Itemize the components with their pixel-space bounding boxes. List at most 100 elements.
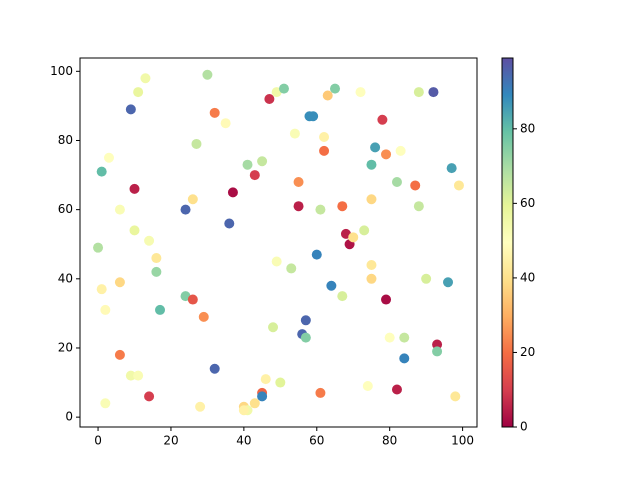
point xyxy=(198,311,209,322)
point xyxy=(337,291,348,302)
point xyxy=(421,273,432,284)
point xyxy=(155,304,166,315)
colorbar xyxy=(501,57,514,428)
point xyxy=(144,391,155,402)
point xyxy=(366,259,377,270)
point xyxy=(293,176,304,187)
point xyxy=(359,225,370,236)
point xyxy=(399,353,410,364)
point xyxy=(377,114,388,125)
point xyxy=(187,294,198,305)
point xyxy=(257,391,268,402)
point xyxy=(395,145,406,156)
point xyxy=(443,277,454,288)
y-tick-label: 0 xyxy=(65,410,73,424)
point xyxy=(96,284,107,295)
point xyxy=(238,405,249,416)
point xyxy=(366,273,377,284)
point xyxy=(271,256,282,267)
point xyxy=(391,384,402,395)
colorbar-tick-label: 60 xyxy=(520,196,535,210)
point xyxy=(289,128,300,139)
point xyxy=(93,242,104,253)
point xyxy=(187,194,198,205)
point xyxy=(413,87,424,98)
point xyxy=(133,370,144,381)
colorbar-tick-label: 20 xyxy=(520,345,535,359)
point xyxy=(195,401,206,412)
point xyxy=(391,176,402,187)
point xyxy=(300,315,311,326)
point xyxy=(114,204,125,215)
point xyxy=(432,339,443,350)
point xyxy=(191,138,202,149)
point xyxy=(227,187,238,198)
point xyxy=(319,132,330,143)
point xyxy=(278,83,289,94)
point xyxy=(202,69,213,80)
point xyxy=(311,249,322,260)
point xyxy=(348,232,359,243)
point xyxy=(249,398,260,409)
y-tick-label: 40 xyxy=(58,271,73,285)
point xyxy=(224,218,235,229)
point xyxy=(399,332,410,343)
point xyxy=(209,363,220,374)
point xyxy=(366,194,377,205)
point xyxy=(242,159,253,170)
point xyxy=(249,170,260,181)
point xyxy=(319,145,330,156)
point xyxy=(257,156,268,167)
colorbar-tick-label: 40 xyxy=(520,270,535,284)
point xyxy=(114,349,125,360)
point xyxy=(129,225,140,236)
point xyxy=(432,346,443,357)
colorbar-tick-label: 80 xyxy=(520,121,535,135)
plot-area xyxy=(79,57,478,428)
point xyxy=(140,73,151,84)
point xyxy=(293,201,304,212)
point xyxy=(308,111,319,122)
colorbar-tick-label: 0 xyxy=(520,420,528,434)
point xyxy=(264,93,275,104)
point xyxy=(355,87,366,98)
point xyxy=(322,90,333,101)
point xyxy=(220,118,231,129)
point xyxy=(370,142,381,153)
point xyxy=(366,159,377,170)
point xyxy=(129,183,140,194)
point xyxy=(428,87,439,98)
point xyxy=(96,166,107,177)
point xyxy=(450,391,461,402)
y-tick-label: 100 xyxy=(50,64,73,78)
point xyxy=(151,253,162,264)
point xyxy=(286,263,297,274)
point xyxy=(410,180,421,191)
point xyxy=(144,235,155,246)
y-tick-label: 20 xyxy=(58,340,73,354)
point xyxy=(337,201,348,212)
y-tick-label: 60 xyxy=(58,202,73,216)
point xyxy=(151,266,162,277)
point xyxy=(100,398,111,409)
point xyxy=(180,204,191,215)
point xyxy=(453,180,464,191)
x-tick-label: 0 xyxy=(94,434,102,448)
point xyxy=(103,152,114,163)
x-tick-label: 60 xyxy=(309,434,324,448)
point xyxy=(300,332,311,343)
point xyxy=(362,381,373,392)
point xyxy=(114,277,125,288)
point xyxy=(268,322,279,333)
x-tick-label: 100 xyxy=(451,434,474,448)
point xyxy=(381,149,392,160)
point xyxy=(381,294,392,305)
point xyxy=(326,280,337,291)
point xyxy=(209,107,220,118)
point xyxy=(125,104,136,115)
point xyxy=(133,87,144,98)
point xyxy=(330,83,341,94)
point xyxy=(275,377,286,388)
point xyxy=(413,201,424,212)
